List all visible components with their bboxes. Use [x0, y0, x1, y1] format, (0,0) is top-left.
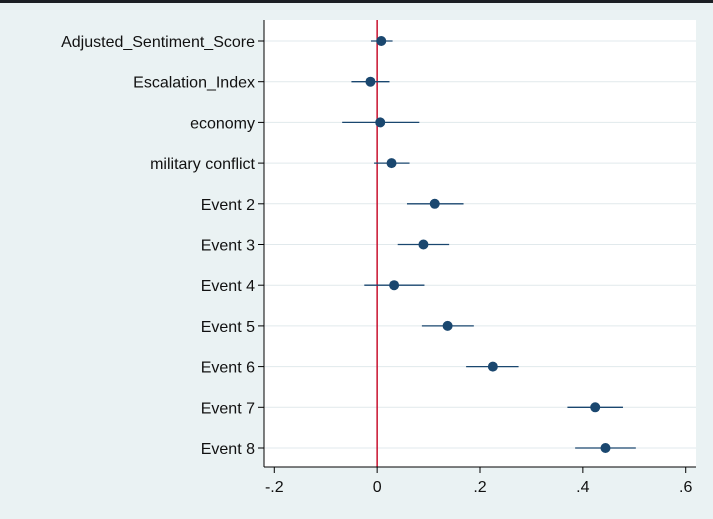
category-label: Event 2 [201, 197, 255, 214]
point-marker [590, 402, 601, 413]
point-estimates [365, 36, 611, 453]
x-tick-label: .4 [576, 479, 589, 496]
point-marker [418, 239, 429, 250]
category-label: Event 3 [201, 238, 255, 255]
x-tick-label: -.2 [265, 479, 284, 496]
category-label: economy [190, 115, 255, 132]
category-label: Event 4 [201, 278, 255, 295]
category-labels: Adjusted_Sentiment_Score Escalation_Index… [61, 34, 255, 458]
category-label: Adjusted_Sentiment_Score [61, 34, 255, 51]
point-marker [600, 443, 611, 453]
x-tick-label: .6 [679, 479, 692, 496]
category-label: Event 6 [201, 360, 255, 377]
point-marker [365, 76, 376, 87]
category-label: military conflict [150, 156, 255, 173]
x-tick-label: 0 [373, 479, 382, 496]
category-label: Event 8 [201, 441, 255, 458]
point-marker [375, 117, 386, 128]
category-label: Event 7 [201, 400, 255, 417]
plot-area [264, 20, 696, 467]
point-marker [487, 361, 498, 372]
category-label: Escalation_Index [133, 75, 255, 92]
point-marker [389, 280, 400, 291]
point-marker [442, 320, 453, 331]
point-marker [386, 158, 397, 169]
point-marker [429, 198, 440, 209]
x-tick-label: .2 [473, 479, 486, 496]
point-marker [376, 36, 387, 46]
category-label: Event 5 [201, 319, 255, 336]
axes: -.2 0 .2 .4 .6 [258, 20, 696, 496]
